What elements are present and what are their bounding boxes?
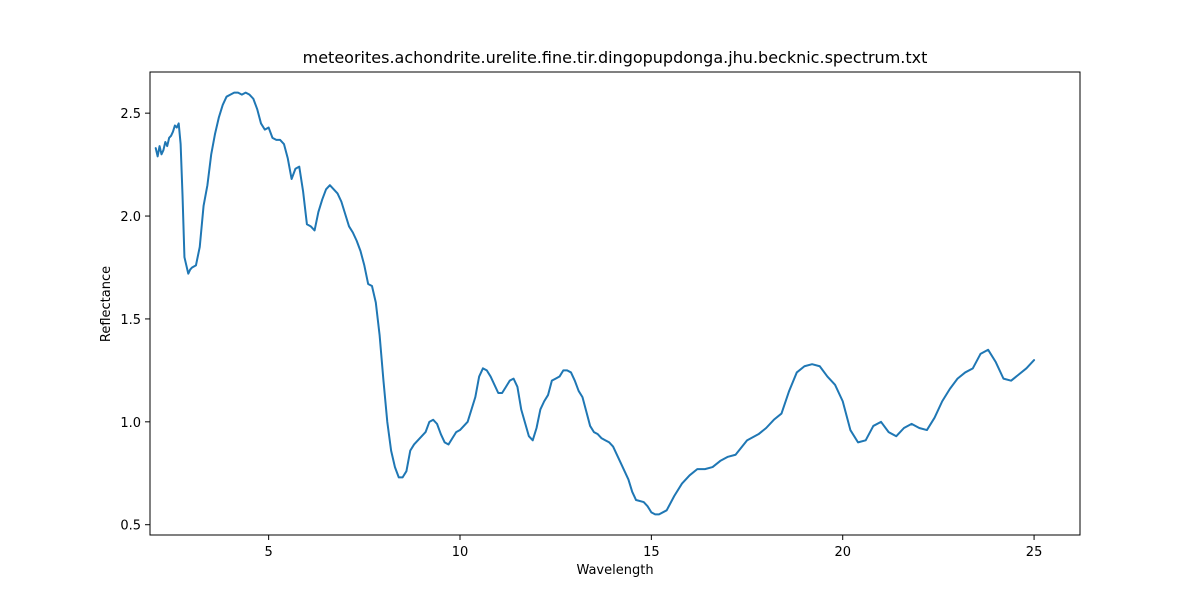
x-tick-label: 15 — [643, 545, 660, 560]
y-tick-label: 2.5 — [120, 107, 141, 122]
y-axis-ticks: 0.5 1.0 1.5 2.0 2.5 — [120, 107, 150, 534]
x-tick-label: 25 — [1026, 545, 1043, 560]
spectrum-series-line — [154, 91, 1036, 516]
x-axis-label: Wavelength — [576, 563, 653, 578]
chart-title: meteorites.achondrite.urelite.fine.tir.d… — [303, 48, 928, 67]
x-tick-label: 10 — [452, 545, 469, 560]
y-tick-label: 0.5 — [120, 519, 141, 534]
y-axis-label: Reflectance — [99, 266, 114, 342]
plot-area-frame — [149, 71, 1081, 536]
x-tick-label: 20 — [834, 545, 851, 560]
x-tick-label: 5 — [265, 545, 273, 560]
x-axis-ticks: 5 10 15 20 25 — [265, 535, 1043, 560]
y-tick-label: 2.0 — [120, 210, 141, 225]
y-tick-label: 1.5 — [120, 313, 141, 328]
y-tick-label: 1.0 — [120, 416, 141, 431]
